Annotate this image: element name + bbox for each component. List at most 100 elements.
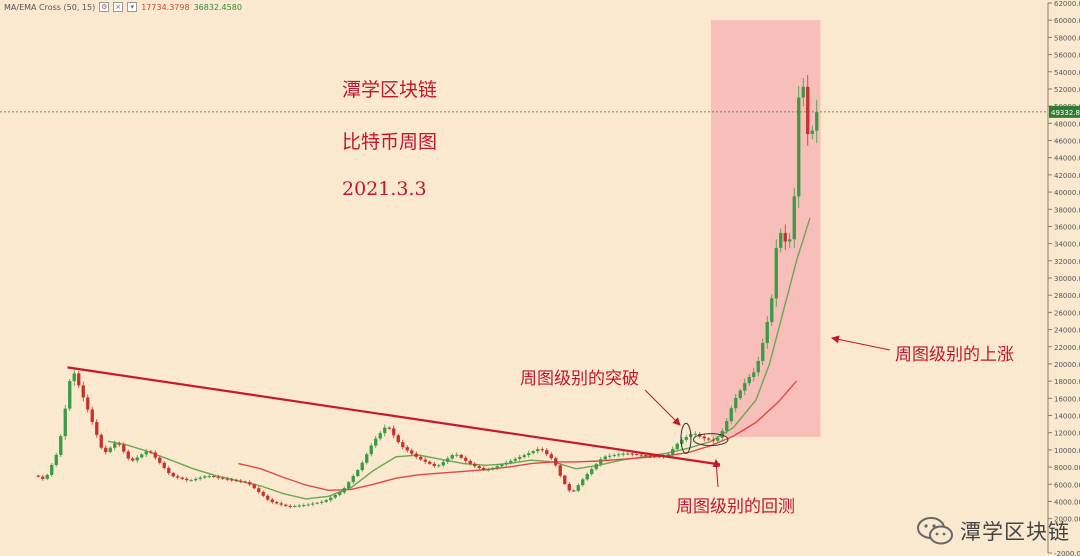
candle-body: [428, 461, 432, 464]
candle-body: [590, 469, 594, 475]
candle-body: [378, 433, 382, 439]
candle-body: [108, 447, 112, 453]
candle-body: [725, 421, 729, 431]
candle-body: [581, 479, 585, 486]
candle-body: [464, 457, 468, 461]
price-tick-label: 42000.00: [1054, 172, 1080, 180]
candle-body: [360, 462, 364, 471]
candle-body: [185, 478, 189, 481]
settings-icon[interactable]: ⚙: [99, 2, 110, 12]
candle-body: [450, 455, 454, 459]
menu-icon[interactable]: ▾: [127, 2, 138, 12]
candle-body: [527, 453, 531, 456]
price-tick-label: 14000.00: [1054, 413, 1080, 421]
candle-body: [212, 476, 216, 478]
candle-body: [333, 494, 337, 498]
retest-circle: [693, 433, 729, 447]
candle-body: [756, 360, 760, 373]
price-tick-label: 16000.00: [1054, 395, 1080, 403]
candle-body: [104, 447, 108, 453]
price-tick-label: 34000.00: [1054, 241, 1080, 249]
candle-body: [59, 436, 63, 455]
candle-body: [446, 458, 450, 462]
candle-body: [135, 457, 139, 461]
descending-trendline: [67, 366, 721, 466]
candle-body: [770, 298, 774, 323]
candle-body: [509, 460, 513, 463]
candle-body: [788, 239, 792, 242]
ema-value: 36832.4580: [193, 2, 242, 12]
candle-body: [684, 436, 688, 440]
price-tick-label: 28000.00: [1054, 292, 1080, 300]
candle-body: [594, 464, 598, 470]
candle-body: [86, 397, 90, 410]
candle-body: [320, 501, 324, 503]
candle-body: [311, 503, 315, 505]
candle-body: [810, 130, 814, 135]
candle-body: [716, 437, 720, 441]
slow-moving-average: [238, 380, 798, 492]
candle-body: [347, 482, 351, 489]
candle-body: [162, 462, 166, 468]
candle-body: [711, 439, 715, 441]
candle-body: [306, 504, 310, 506]
candle-body: [243, 481, 247, 483]
candle-body: [608, 455, 612, 457]
candle-body: [626, 453, 630, 455]
price-tick-label: 12000.00: [1054, 430, 1080, 438]
price-tick-label: 56000.00: [1054, 52, 1080, 60]
indicator-legend: MA/EMA Cross (50, 15) ⚙ × ▾ 17734.3798 3…: [4, 2, 242, 12]
candle-body: [95, 421, 99, 435]
candle-body: [216, 476, 220, 478]
price-tick-label: 32000.00: [1054, 258, 1080, 266]
candle-body: [153, 452, 157, 458]
price-tick-label: 40000.00: [1054, 189, 1080, 197]
candle-body: [738, 390, 742, 399]
candle-body: [522, 455, 526, 458]
breakout-arrow: [644, 389, 681, 426]
close-icon[interactable]: ×: [113, 2, 124, 12]
candle-body: [374, 438, 378, 446]
price-tick-label: 6000.00: [1054, 481, 1080, 489]
candle-body: [747, 377, 751, 384]
watermark-text: 潭学区块链: [960, 520, 1070, 544]
candle-body: [225, 478, 229, 480]
price-tick-label: -2000.00: [1054, 550, 1080, 556]
price-tick-label: 30000.00: [1054, 275, 1080, 283]
candle-body: [666, 454, 670, 457]
price-tick-label: 2000.00: [1054, 516, 1080, 524]
candle-body: [621, 453, 625, 455]
candle-body: [761, 342, 765, 361]
candle-body: [797, 97, 801, 197]
candle-body: [707, 438, 711, 440]
price-tick-label: 36000.00: [1054, 223, 1080, 231]
candle-body: [324, 500, 328, 502]
candle-body: [356, 470, 360, 477]
candle-body: [806, 86, 810, 135]
candle-body: [441, 461, 445, 466]
price-tick-label: 24000.00: [1054, 327, 1080, 335]
rally-arrow: [831, 335, 891, 351]
candle-body: [90, 409, 94, 422]
candle-body: [261, 491, 265, 496]
watermark: 潭学区块链: [916, 516, 1070, 546]
candle-body: [405, 447, 409, 451]
price-tick-label: 58000.00: [1054, 34, 1080, 42]
candle-body: [482, 467, 486, 470]
candle-body: [720, 430, 724, 438]
candle-body: [639, 454, 643, 456]
candle-body: [99, 434, 103, 448]
candle-body: [77, 373, 81, 386]
candle-body: [437, 465, 441, 467]
candle-body: [423, 459, 427, 462]
candle-body: [63, 408, 67, 437]
candle-body: [617, 454, 621, 456]
candle-body: [144, 451, 148, 455]
candle-body: [630, 453, 634, 455]
candle-body: [234, 480, 238, 482]
price-tick-label: 8000.00: [1054, 464, 1080, 472]
candle-body: [545, 450, 549, 455]
candle-body: [419, 456, 423, 460]
